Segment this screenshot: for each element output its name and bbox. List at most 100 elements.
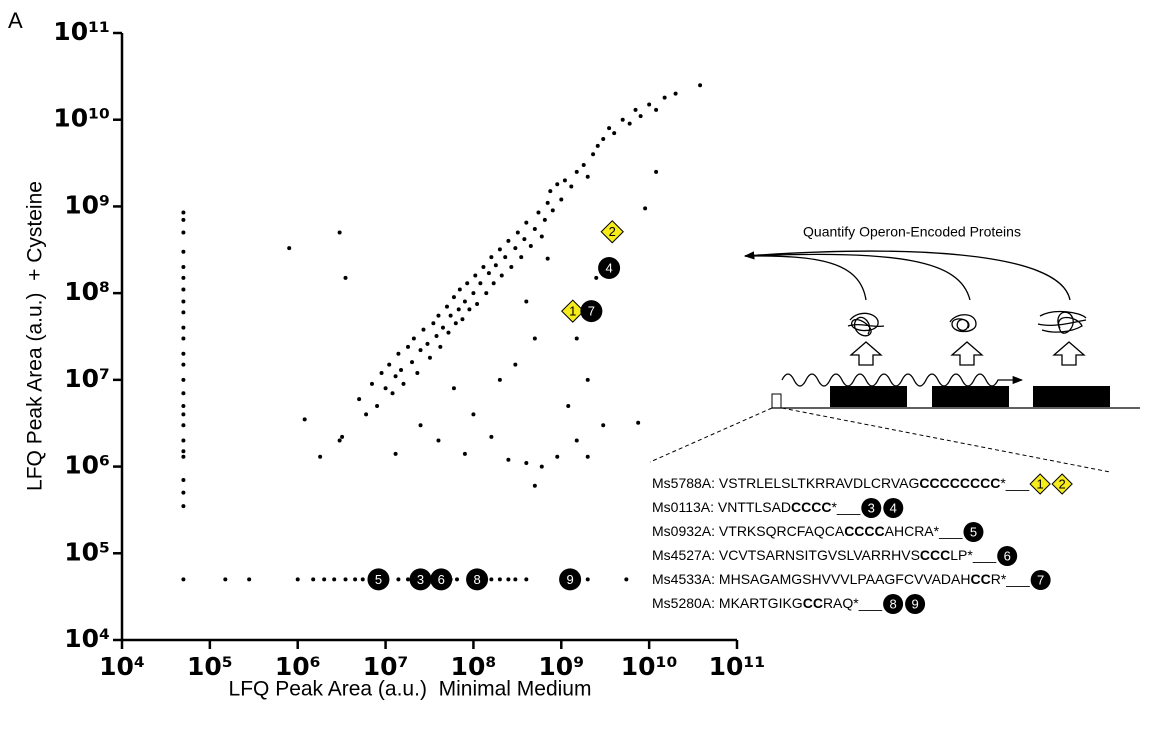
y-tick-label: 10¹⁰: [53, 104, 110, 133]
point: [515, 230, 520, 235]
point: [181, 299, 186, 304]
sequence-badge: 8: [883, 594, 904, 614]
y-tick-label: 10⁵: [64, 537, 110, 566]
sequence-part: MHSAGAMGSHVVVLPAAGFCVVADAH: [715, 571, 970, 587]
sequence-part: *___: [831, 499, 860, 515]
point: [181, 287, 186, 292]
point: [524, 299, 529, 304]
operon-diagram: [649, 250, 1140, 473]
point: [181, 351, 186, 356]
point: [654, 107, 659, 112]
point: [383, 386, 388, 391]
x-tick-label: 10⁴: [99, 652, 145, 681]
point: [393, 451, 398, 456]
sequence-part: R*___: [991, 571, 1030, 587]
point: [465, 281, 470, 286]
point: [503, 255, 508, 260]
point: [181, 310, 186, 315]
point: [434, 334, 439, 339]
point: [524, 577, 529, 582]
highlight-marker-shape: [559, 568, 582, 591]
point: [532, 336, 537, 341]
highlight-marker-shape: [367, 568, 390, 591]
point: [585, 454, 590, 459]
point: [337, 438, 342, 443]
sequence-badge-shape: [997, 546, 1018, 566]
point: [318, 454, 323, 459]
point: [436, 438, 441, 443]
sequence: Ms4533A: MHSAGAMGSHVVVLPAAGFCVVADAHCCR*_…: [652, 571, 1030, 587]
diagram-title: Quantify Operon-Encoded Proteins: [803, 224, 1021, 240]
point: [519, 255, 524, 260]
sequence-badge-shape: [905, 594, 926, 614]
point: [536, 210, 541, 215]
point: [594, 275, 599, 280]
point: [607, 126, 612, 131]
point: [467, 307, 472, 312]
point: [627, 121, 632, 126]
point: [405, 577, 410, 582]
sequence-part: CC: [803, 595, 823, 611]
highlight-marker: 1: [561, 299, 585, 323]
point: [601, 136, 606, 141]
point: [436, 313, 441, 318]
point: [612, 131, 617, 136]
point: [497, 247, 502, 252]
point: [337, 230, 342, 235]
highlight-marker: 5: [367, 568, 390, 591]
sequence-badge-label: 3: [868, 500, 875, 515]
point: [532, 226, 537, 231]
point: [343, 577, 348, 582]
y-tick-label: 10¹¹: [53, 17, 110, 46]
sequence-part: VTRKSQRCFAQCA: [715, 523, 845, 539]
highlight-marker-label: 7: [588, 304, 595, 319]
highlight-marker-label: 9: [566, 572, 573, 587]
point: [581, 163, 586, 168]
point: [410, 360, 415, 365]
point: [542, 217, 547, 222]
sequence-badge-label: 4: [890, 500, 897, 515]
point: [454, 577, 459, 582]
highlight-marker-shape: [600, 220, 624, 244]
point: [478, 281, 483, 286]
point: [353, 577, 358, 582]
sequence-badge-shape: [883, 498, 904, 518]
point: [539, 234, 544, 239]
highlight-marker-label: 2: [609, 224, 616, 239]
sequence-badge: 9: [905, 594, 926, 614]
point: [343, 275, 348, 280]
gene-block: [1033, 386, 1110, 407]
highlight-marker: 9: [559, 568, 582, 591]
point: [181, 210, 186, 215]
point: [473, 273, 478, 278]
point: [513, 362, 518, 367]
sequence-badge-shape: [1030, 570, 1051, 590]
sequence-badge-shape: [963, 522, 984, 542]
point: [181, 504, 186, 509]
y-tick-label: 10⁹: [64, 190, 110, 219]
point: [471, 412, 476, 417]
point: [624, 577, 629, 582]
point: [462, 451, 467, 456]
sequence-part: CCCC: [844, 523, 884, 539]
sequence: Ms0113A: VNTTLSADCCCC*___: [652, 499, 860, 515]
highlight-marker-label: 6: [438, 572, 445, 587]
point: [654, 169, 659, 174]
y-tick-label: 10⁷: [64, 364, 110, 393]
point: [181, 325, 186, 330]
point: [513, 246, 518, 251]
sequence-part: VSTRLELSLTKRRAVDLCRVAG: [715, 475, 919, 491]
sequence-badge-label: 8: [889, 596, 896, 611]
point: [489, 255, 494, 260]
point: [460, 317, 465, 322]
point: [486, 271, 491, 276]
point: [401, 381, 406, 386]
point: [360, 577, 365, 582]
point: [574, 169, 579, 174]
point: [399, 367, 404, 372]
sequence-part: CCC: [920, 547, 950, 563]
point: [550, 208, 555, 213]
point: [559, 197, 564, 202]
point: [181, 336, 186, 341]
point: [555, 182, 560, 187]
